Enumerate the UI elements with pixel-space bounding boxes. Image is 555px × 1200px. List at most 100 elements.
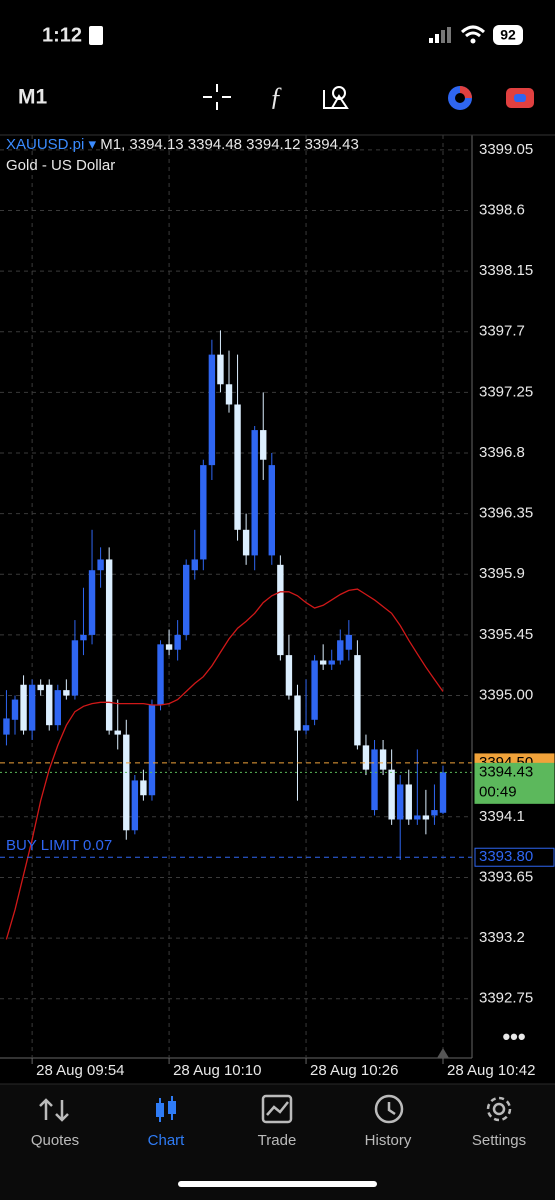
x-tick-label: 28 Aug 10:26 bbox=[310, 1062, 398, 1079]
candle-body bbox=[148, 704, 156, 796]
y-tick-label: 3396.35 bbox=[479, 505, 533, 522]
candle-body bbox=[191, 559, 198, 571]
y-tick-label: 3395.45 bbox=[479, 626, 533, 643]
candle-body bbox=[123, 734, 130, 831]
candle-body bbox=[277, 564, 284, 656]
candle-body bbox=[46, 684, 53, 726]
nav-bar bbox=[0, 1084, 555, 1200]
y-tick-label: 3394.1 bbox=[479, 808, 525, 825]
y-tick-label: 3398.15 bbox=[479, 262, 533, 279]
moving-average bbox=[5, 588, 444, 940]
candle-body bbox=[140, 780, 147, 796]
candle-body bbox=[302, 725, 310, 731]
status-icon bbox=[89, 26, 103, 45]
candle-body bbox=[337, 640, 344, 661]
candle-body bbox=[37, 684, 44, 691]
candle-body bbox=[3, 718, 10, 735]
y-tick-label: 3399.05 bbox=[479, 141, 533, 158]
candle-body bbox=[388, 769, 395, 820]
candle-body bbox=[285, 655, 293, 696]
price-label-box bbox=[474, 847, 555, 867]
price-label-box bbox=[474, 762, 555, 804]
candle-body bbox=[397, 784, 404, 820]
candle-body bbox=[105, 559, 113, 731]
candle-body bbox=[20, 684, 27, 731]
candle-body bbox=[311, 660, 318, 720]
candle-body bbox=[379, 749, 387, 770]
nav-tab-label[interactable]: Trade bbox=[258, 1132, 297, 1149]
candle-body bbox=[225, 384, 233, 405]
candle-body bbox=[131, 780, 139, 831]
candle-body bbox=[63, 690, 70, 696]
nav-tab-label[interactable]: Quotes bbox=[31, 1132, 79, 1149]
candle-body bbox=[405, 784, 412, 820]
candle-body bbox=[80, 634, 87, 641]
crosshair-icon[interactable] bbox=[203, 84, 231, 110]
timeframe-button[interactable]: M1 bbox=[18, 86, 47, 109]
candle-body bbox=[422, 815, 430, 820]
y-tick-label: 3393.2 bbox=[479, 929, 525, 946]
x-tick-label: 28 Aug 10:42 bbox=[447, 1062, 535, 1079]
candle-body bbox=[165, 644, 173, 650]
chart-header: XAUUSD.pi ▾ M1, 3394.13 3394.48 3394.12 … bbox=[6, 136, 359, 153]
objects-icon[interactable] bbox=[323, 86, 349, 109]
trade-icon-part bbox=[514, 94, 526, 102]
x-tick-label: 28 Aug 10:10 bbox=[173, 1062, 261, 1079]
trade-tab-icon[interactable] bbox=[261, 1094, 293, 1124]
nav-tab-label[interactable]: Chart bbox=[148, 1132, 186, 1149]
battery bbox=[493, 25, 523, 45]
settings-icon[interactable] bbox=[486, 1096, 512, 1122]
candle-body bbox=[234, 404, 241, 530]
price-label: 3394.43 bbox=[479, 763, 533, 780]
nav-tab-label[interactable]: Settings bbox=[472, 1132, 526, 1149]
candle-body bbox=[200, 465, 207, 560]
candle-body bbox=[11, 699, 19, 720]
candle-body bbox=[208, 354, 216, 466]
signal-icon bbox=[429, 27, 451, 43]
y-tick-label: 3395.00 bbox=[479, 687, 533, 704]
chart-icon[interactable] bbox=[156, 1096, 176, 1122]
wifi-icon bbox=[460, 25, 486, 38]
candle-body bbox=[439, 772, 447, 813]
y-tick-label: 3396.8 bbox=[479, 444, 525, 461]
order-label[interactable]: BUY LIMIT 0.07 bbox=[6, 837, 112, 854]
candle-body bbox=[362, 745, 370, 770]
battery-level: 92 bbox=[500, 27, 516, 43]
plot: 3399.05 3398.6 3398.15 3397.7 3397.25 3396.8 3… bbox=[0, 135, 555, 1079]
bar-timer: 00:49 bbox=[479, 783, 517, 800]
y-tick-label: 3397.25 bbox=[479, 383, 533, 400]
symbol-description: Gold - US Dollar bbox=[6, 157, 115, 174]
candle-body bbox=[54, 690, 61, 726]
candle-body bbox=[157, 644, 164, 705]
y-tick-label: 3392.75 bbox=[479, 990, 533, 1007]
status-time: 1:12 bbox=[42, 24, 82, 46]
scroll-marker[interactable] bbox=[437, 1048, 449, 1058]
candle-body bbox=[88, 570, 96, 635]
y-tick-label: 3398.6 bbox=[479, 201, 525, 218]
candle-body bbox=[268, 465, 275, 556]
ohlc-info: M1, 3394.13 3394.48 3394.12 3394.43 bbox=[100, 136, 359, 153]
nav-tab-label[interactable]: History bbox=[365, 1132, 412, 1149]
quotes-icon[interactable] bbox=[39, 1098, 69, 1122]
candle-body bbox=[71, 640, 79, 696]
more-menu[interactable]: ••• bbox=[502, 1024, 525, 1049]
candle-body bbox=[242, 529, 250, 556]
symbol[interactable]: XAUUSD.pi bbox=[6, 136, 84, 153]
candle-body bbox=[371, 749, 378, 811]
candle-body bbox=[114, 730, 121, 735]
candle-body bbox=[28, 684, 36, 731]
symbol-arrow: ▾ bbox=[84, 136, 100, 153]
candle-body bbox=[319, 660, 327, 665]
y-tick-label: 3395.9 bbox=[479, 565, 525, 582]
candle-body bbox=[251, 430, 258, 556]
candle-body bbox=[183, 564, 190, 635]
candle-body bbox=[217, 354, 224, 385]
history-icon[interactable] bbox=[374, 1094, 404, 1124]
account-icon-hole bbox=[455, 93, 465, 103]
candle-body bbox=[328, 660, 335, 665]
candle-body bbox=[174, 634, 181, 650]
y-tick-label: 3393.65 bbox=[479, 868, 533, 885]
indicator-icon[interactable]: ƒ bbox=[270, 82, 283, 111]
nav-labels: Quotes Chart Trade History Settings bbox=[31, 1132, 526, 1149]
